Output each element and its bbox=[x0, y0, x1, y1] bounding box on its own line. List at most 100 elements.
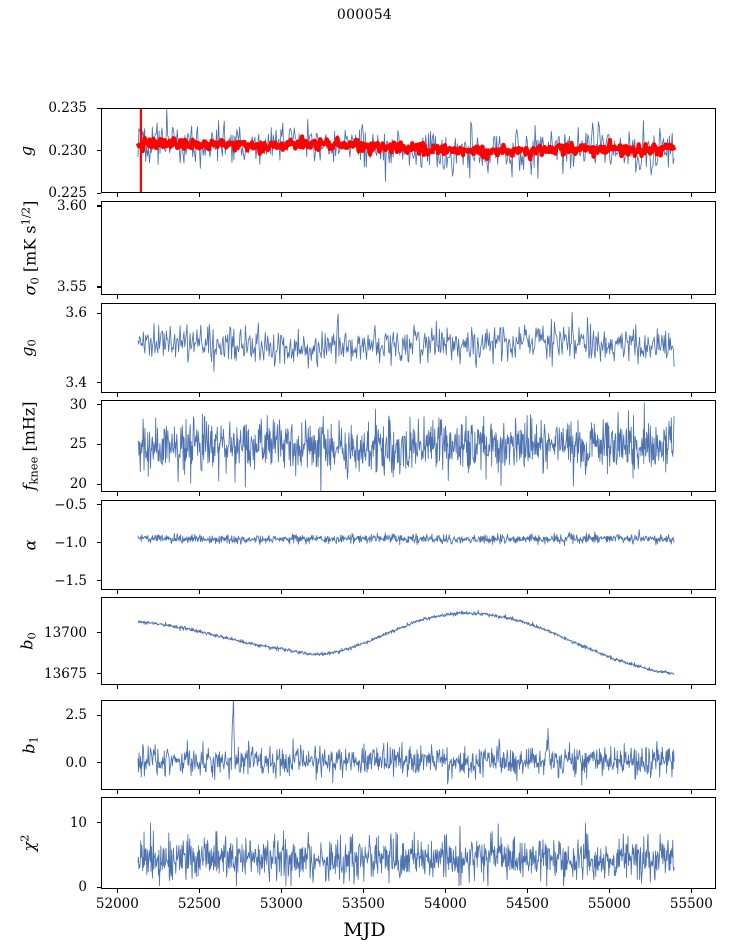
xtick-mark-chi2-4 bbox=[444, 889, 446, 893]
ytick-mark-alpha-0 bbox=[97, 504, 101, 506]
xtick-mark-b1-4 bbox=[444, 790, 446, 794]
series-smoothed-g bbox=[138, 137, 674, 160]
ytick-label-fknee-0: 20 bbox=[69, 476, 87, 493]
plot-panel-b1 bbox=[101, 700, 716, 790]
ytick-label-fknee-1: 25 bbox=[69, 436, 87, 453]
ytick-mark-g-1 bbox=[97, 150, 101, 152]
plot-panel-sigma0 bbox=[101, 201, 716, 295]
xtick-mark-fknee-4 bbox=[444, 492, 446, 496]
ytick-label-b0-1: 13700 bbox=[44, 624, 87, 641]
xtick-mark-alpha-5 bbox=[526, 590, 528, 594]
xtick-mark-chi2-6 bbox=[608, 889, 610, 893]
xtick-mark-g2-6 bbox=[608, 393, 610, 397]
ytick-label-g2-1: 3.6 bbox=[65, 305, 87, 322]
ytick-mark-b1-0 bbox=[97, 762, 101, 764]
xtick-mark-alpha-0 bbox=[116, 590, 118, 594]
ytick-label-g2-0: 3.4 bbox=[65, 374, 87, 391]
ytick-mark-g-0 bbox=[97, 192, 101, 194]
xtick-mark-g-1 bbox=[198, 193, 200, 197]
xtick-label-3: 53500 bbox=[341, 896, 385, 912]
xtick-mark-g-2 bbox=[280, 193, 282, 197]
xtick-label-5: 54500 bbox=[505, 896, 549, 912]
xtick-mark-g2-2 bbox=[280, 393, 282, 397]
y-axis-label-fknee: fknee [mHz] bbox=[19, 401, 41, 491]
xtick-mark-b0-0 bbox=[116, 685, 118, 689]
y-axis-label-sigma0: σ0 [mK s1/2] bbox=[18, 200, 42, 296]
ytick-mark-fknee-2 bbox=[97, 404, 101, 406]
xtick-mark-sigma0-7 bbox=[690, 295, 692, 299]
xtick-mark-chi2-5 bbox=[526, 889, 528, 893]
xtick-label-4: 54000 bbox=[423, 896, 467, 912]
xtick-mark-b0-6 bbox=[608, 685, 610, 689]
xtick-mark-fknee-6 bbox=[608, 492, 610, 496]
xtick-mark-chi2-3 bbox=[362, 889, 364, 893]
ytick-label-chi2-0: 0 bbox=[78, 879, 87, 896]
ytick-mark-g-2 bbox=[97, 107, 101, 109]
xtick-mark-g-3 bbox=[362, 193, 364, 197]
xtick-mark-alpha-7 bbox=[690, 590, 692, 594]
ytick-label-alpha-1: −1.0 bbox=[54, 534, 87, 551]
xtick-mark-fknee-3 bbox=[362, 492, 364, 496]
xtick-mark-alpha-2 bbox=[280, 590, 282, 594]
xtick-mark-g2-7 bbox=[690, 393, 692, 397]
ytick-mark-b0-0 bbox=[97, 673, 101, 675]
y-axis-label-b1: b1 bbox=[19, 736, 41, 754]
xtick-label-7: 55500 bbox=[669, 896, 713, 912]
xtick-mark-fknee-2 bbox=[280, 492, 282, 496]
series-line-g2 bbox=[138, 312, 674, 371]
ytick-label-g-0: 0.225 bbox=[48, 185, 87, 201]
xtick-mark-chi2-2 bbox=[280, 889, 282, 893]
ytick-label-alpha-2: −1.5 bbox=[54, 572, 87, 589]
ytick-mark-g2-1 bbox=[97, 312, 101, 315]
xtick-mark-fknee-7 bbox=[690, 492, 692, 496]
xtick-label-1: 52500 bbox=[177, 896, 221, 912]
ytick-mark-g2-0 bbox=[97, 382, 101, 384]
series-line-chi2 bbox=[138, 823, 674, 886]
ytick-mark-b1-1 bbox=[97, 714, 101, 716]
ytick-mark-alpha-2 bbox=[97, 580, 101, 582]
xtick-mark-chi2-1 bbox=[198, 889, 200, 893]
xtick-mark-g-7 bbox=[690, 193, 692, 197]
xtick-label-2: 53000 bbox=[259, 896, 303, 912]
xtick-label-0: 52000 bbox=[95, 896, 139, 912]
ytick-mark-chi2-0 bbox=[97, 886, 101, 888]
xtick-label-6: 55000 bbox=[587, 896, 631, 912]
ytick-label-chi2-1: 10 bbox=[69, 814, 87, 831]
xtick-mark-b0-1 bbox=[198, 685, 200, 689]
xtick-mark-alpha-4 bbox=[444, 590, 446, 594]
ytick-mark-sigma0-0 bbox=[97, 286, 101, 288]
ytick-label-b1-0: 0.0 bbox=[65, 754, 87, 771]
xtick-mark-sigma0-5 bbox=[526, 295, 528, 299]
series-line-fknee bbox=[138, 403, 674, 491]
xtick-mark-g2-4 bbox=[444, 393, 446, 397]
xtick-mark-b0-3 bbox=[362, 685, 364, 689]
xtick-mark-fknee-0 bbox=[116, 492, 118, 496]
ytick-label-fknee-2: 30 bbox=[69, 396, 87, 413]
ytick-label-b0-0: 13675 bbox=[44, 665, 87, 682]
y-axis-label-g: g bbox=[16, 145, 36, 156]
series-line-alpha bbox=[138, 530, 674, 546]
ytick-label-alpha-0: −0.5 bbox=[54, 496, 87, 513]
xtick-mark-sigma0-0 bbox=[116, 295, 118, 299]
xtick-mark-sigma0-1 bbox=[198, 295, 200, 299]
plot-panel-chi2 bbox=[101, 797, 716, 889]
xtick-mark-g-4 bbox=[444, 193, 446, 197]
figure-title: 000054 bbox=[336, 7, 393, 23]
xtick-mark-fknee-5 bbox=[526, 492, 528, 496]
xtick-mark-b1-7 bbox=[690, 790, 692, 794]
series-line-b0 bbox=[138, 610, 674, 674]
y-axis-label-alpha: α bbox=[20, 539, 40, 551]
xtick-mark-b1-0 bbox=[116, 790, 118, 794]
xtick-mark-alpha-1 bbox=[198, 590, 200, 594]
plot-panel-alpha bbox=[101, 500, 716, 590]
x-axis-label: MJD bbox=[343, 919, 386, 941]
xtick-mark-g-5 bbox=[526, 193, 528, 197]
xtick-mark-g2-0 bbox=[116, 393, 118, 397]
ytick-label-b1-1: 2.5 bbox=[65, 707, 87, 724]
plot-panel-g bbox=[101, 108, 716, 193]
ytick-mark-fknee-1 bbox=[97, 443, 101, 446]
ytick-mark-fknee-0 bbox=[97, 483, 101, 485]
ytick-mark-sigma0-1 bbox=[97, 205, 101, 207]
ytick-label-g-2: 0.235 bbox=[48, 100, 87, 116]
